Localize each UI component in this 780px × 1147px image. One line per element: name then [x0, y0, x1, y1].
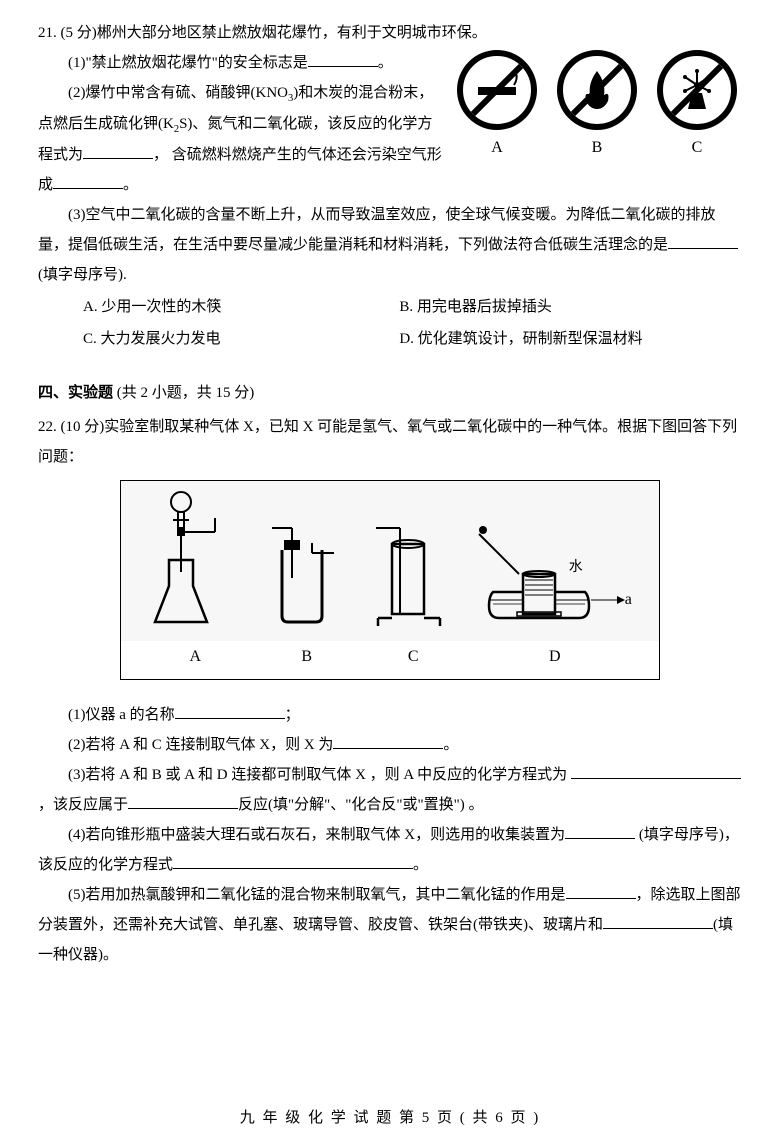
section-4-header: 四、实验题 (共 2 小题，共 15 分) — [38, 378, 742, 408]
q22-stem-block: 22. (10 分)实验室制取某种气体 X，已知 X 可能是氢气、氧气或二氧化碳… — [38, 412, 742, 472]
no-fire-icon — [557, 50, 637, 130]
q22-p3-c: 反应(填"分解"、"化合反"或"置换") 。 — [238, 797, 483, 813]
symbol-b-label: B — [552, 132, 642, 164]
q21-p2-a: (2)爆竹中常含有硫、硝酸钾(KNO — [68, 85, 288, 101]
apparatus-b — [262, 488, 352, 639]
blank — [128, 794, 238, 809]
water-label: 水 — [569, 554, 583, 582]
blank — [53, 174, 123, 189]
semicolon: ； — [285, 707, 300, 723]
page-footer: 九 年 级 化 学 试 题 第 5 页 ( 共 6 页 ) — [0, 1103, 780, 1133]
apparatus-body: 水 a — [121, 481, 659, 641]
q21-p3-a: (3)空气中二氧化碳的含量不断上升，从而导致温室效应，使全球气候变暖。为降低二氧… — [38, 207, 716, 253]
blank — [571, 764, 741, 779]
q21-options-row2: C. 大力发展火力发电 D. 优化建筑设计，研制新型保温材料 — [38, 324, 742, 354]
firework-shape — [672, 65, 722, 115]
q22-p3-a: (3)若将 A 和 B 或 A 和 D 连接都可制取气体 X ，则 A 中反应的… — [68, 767, 567, 783]
blank — [603, 914, 713, 929]
q22-p1: (1)仪器 a 的名称 ； — [38, 700, 742, 730]
q22-points: (10 分) — [61, 419, 105, 435]
blank — [83, 144, 153, 159]
blank — [173, 854, 413, 869]
q22-p2-a: (2)若将 A 和 C 连接制取气体 X，则 X 为 — [68, 737, 333, 753]
symbol-c: C — [652, 50, 742, 164]
option-a: A. 少用一次性的木筷 — [83, 292, 399, 322]
q22-apparatus-figure: 水 a A B C D — [120, 480, 660, 680]
q22-p4-a: (4)若向锥形瓶中盛装大理石或石灰石，来制取气体 X，则选用的收集装置为 — [68, 827, 565, 843]
label-a: A — [145, 641, 245, 673]
section-4-subtitle: (共 2 小题，共 15 分) — [117, 385, 255, 401]
q21-symbol-figure: A B — [452, 50, 742, 164]
label-d: D — [475, 641, 635, 673]
question-22: 22. (10 分)实验室制取某种气体 X，已知 X 可能是氢气、氧气或二氧化碳… — [38, 412, 742, 970]
symbols-row: A B — [452, 50, 742, 164]
no-fireworks-icon — [657, 50, 737, 130]
spacer — [38, 684, 742, 700]
symbol-a: A — [452, 50, 542, 164]
blank — [565, 824, 635, 839]
apparatus-c — [368, 488, 458, 639]
q22-p2: (2)若将 A 和 C 连接制取气体 X，则 X 为 。 — [38, 730, 742, 760]
q21-stem: 郴州大部分地区禁止燃放烟花爆竹，有利于文明城市环保。 — [97, 25, 487, 41]
q22-p4: (4)若向锥形瓶中盛装大理石或石灰石，来制取气体 X，则选用的收集装置为 (填字… — [38, 820, 742, 880]
flame-shape — [572, 65, 622, 115]
q22-p3: (3)若将 A 和 B 或 A 和 D 连接都可制取气体 X ，则 A 中反应的… — [38, 760, 742, 820]
q21-p1-text: (1)"禁止燃放烟花爆竹"的安全标志是 — [68, 55, 308, 71]
cigarette-shape — [472, 65, 522, 115]
period: 。 — [413, 857, 428, 873]
question-21: 21. (5 分)郴州大部分地区禁止燃放烟花爆竹，有利于文明城市环保。 A — [38, 18, 742, 354]
period: 。 — [443, 737, 458, 753]
q21-stem-line: 21. (5 分)郴州大部分地区禁止燃放烟花爆竹，有利于文明城市环保。 — [38, 18, 742, 48]
option-c: C. 大力发展火力发电 — [83, 324, 399, 354]
symbol-c-label: C — [652, 132, 742, 164]
apparatus-row: 水 a — [137, 489, 643, 639]
apparatus-d: 水 a — [475, 488, 635, 639]
a-label: a — [625, 584, 632, 616]
q22-number: 22. — [38, 419, 57, 435]
q22-stem: 实验室制取某种气体 X，已知 X 可能是氢气、氧气或二氧化碳中的一种气体。根据下… — [38, 419, 737, 465]
blank — [308, 52, 378, 67]
apparatus-a — [145, 488, 245, 639]
period: 。 — [123, 177, 138, 193]
symbol-a-label: A — [452, 132, 542, 164]
q22-p5-a: (5)若用加热氯酸钾和二氧化锰的混合物来制取氧气，其中二氧化锰的作用是 — [68, 887, 566, 903]
symbol-b: B — [552, 50, 642, 164]
q21-p3: (3)空气中二氧化碳的含量不断上升，从而导致温室效应，使全球气候变暖。为降低二氧… — [38, 200, 742, 290]
blank — [333, 734, 443, 749]
label-b: B — [262, 641, 352, 673]
no-smoking-icon — [457, 50, 537, 130]
option-b: B. 用完电器后拔掉插头 — [399, 292, 742, 322]
q21-points: (5 分) — [61, 25, 97, 41]
option-d: D. 优化建筑设计，研制新型保温材料 — [399, 324, 742, 354]
blank — [668, 234, 738, 249]
q22-p1-a: (1)仪器 a 的名称 — [68, 707, 175, 723]
label-c: C — [368, 641, 458, 673]
blank — [175, 704, 285, 719]
q21-p3-b: (填字母序号). — [38, 267, 127, 283]
q21-number: 21. — [38, 25, 57, 41]
q22-p5: (5)若用加热氯酸钾和二氧化锰的混合物来制取氧气，其中二氧化锰的作用是，除选取上… — [38, 880, 742, 970]
blank — [566, 884, 636, 899]
period: 。 — [378, 55, 393, 71]
q21-options-row1: A. 少用一次性的木筷 B. 用完电器后拔掉插头 — [38, 292, 742, 322]
apparatus-labels-row: A B C D — [121, 641, 659, 679]
q22-p3-b: ，该反应属于 — [38, 797, 128, 813]
section-4-title: 四、实验题 — [38, 385, 113, 401]
